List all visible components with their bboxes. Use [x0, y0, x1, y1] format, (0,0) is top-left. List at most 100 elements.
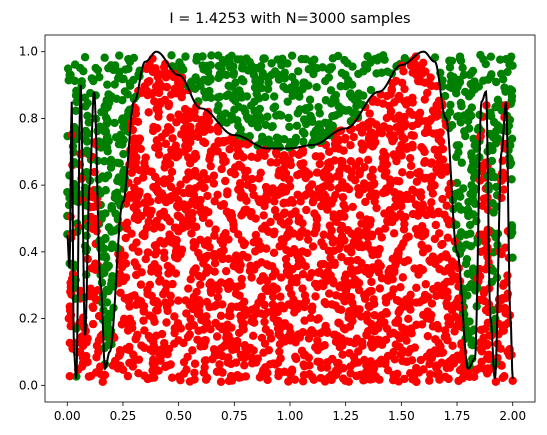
point-below-curve: [483, 364, 493, 373]
point-below-curve: [337, 252, 346, 262]
point-below-curve: [199, 368, 208, 377]
point-above-curve: [239, 104, 248, 113]
point-below-curve: [171, 141, 180, 150]
point-below-curve: [141, 254, 150, 264]
point-below-curve: [185, 184, 194, 193]
point-below-curve: [497, 176, 506, 186]
point-below-curve: [190, 241, 199, 251]
point-above-curve: [456, 118, 465, 127]
point-below-curve: [181, 135, 190, 144]
point-above-curve: [97, 138, 106, 148]
point-below-curve: [218, 324, 227, 334]
point-above-curve: [277, 60, 286, 70]
point-below-curve: [425, 376, 434, 385]
point-below-curve: [249, 238, 258, 247]
point-below-curve: [218, 368, 227, 377]
point-above-curve: [300, 78, 309, 88]
point-below-curve: [318, 194, 328, 204]
point-above-curve: [270, 92, 279, 101]
point-below-curve: [477, 357, 486, 367]
point-above-curve: [300, 129, 309, 138]
point-above-curve: [187, 77, 197, 86]
point-below-curve: [242, 196, 251, 205]
point-below-curve: [285, 264, 294, 273]
point-below-curve: [418, 200, 427, 209]
point-above-curve: [328, 54, 338, 63]
point-below-curve: [287, 210, 296, 219]
point-above-curve: [507, 175, 516, 184]
point-below-curve: [265, 188, 274, 198]
point-below-curve: [197, 209, 207, 218]
point-below-curve: [275, 242, 284, 251]
point-below-curve: [149, 355, 158, 364]
point-below-curve: [280, 367, 289, 376]
point-below-curve: [370, 311, 379, 320]
point-below-curve: [129, 149, 139, 158]
point-below-curve: [264, 261, 273, 270]
point-above-curve: [87, 74, 97, 83]
y-axis: 0.0 0.2 0.4 0.6 0.8 1.0: [19, 45, 45, 392]
point-below-curve: [329, 330, 339, 339]
point-below-curve: [266, 217, 275, 227]
point-above-curve: [103, 263, 112, 272]
point-below-curve: [130, 258, 139, 267]
point-below-curve: [142, 205, 152, 214]
x-tick-label: 2.00: [499, 409, 526, 423]
point-below-curve: [226, 371, 236, 381]
point-below-curve: [154, 195, 163, 205]
point-below-curve: [159, 239, 169, 248]
point-below-curve: [340, 135, 350, 144]
point-below-curve: [131, 334, 140, 344]
point-below-curve: [469, 372, 479, 382]
point-below-curve: [98, 377, 107, 387]
point-above-curve: [362, 64, 372, 73]
point-below-curve: [132, 270, 141, 280]
point-below-curve: [134, 247, 143, 256]
point-below-curve: [457, 353, 467, 363]
point-below-curve: [355, 170, 364, 179]
point-above-curve: [508, 61, 517, 70]
point-below-curve: [167, 238, 177, 247]
point-below-curve: [362, 361, 371, 370]
point-below-curve: [116, 349, 125, 358]
point-below-curve: [162, 177, 172, 186]
point-above-curve: [304, 65, 313, 74]
point-above-curve: [75, 63, 85, 73]
point-below-curve: [184, 284, 193, 293]
point-below-curve: [123, 326, 133, 335]
point-below-curve: [435, 264, 444, 274]
point-below-curve: [332, 217, 341, 227]
point-below-curve: [150, 97, 159, 106]
point-below-curve: [380, 224, 390, 233]
point-above-curve: [487, 112, 496, 121]
point-below-curve: [196, 235, 205, 245]
point-below-curve: [369, 263, 378, 273]
point-below-curve: [226, 311, 235, 321]
point-below-curve: [386, 90, 395, 99]
point-above-curve: [279, 82, 288, 91]
point-below-curve: [192, 102, 201, 112]
point-above-curve: [263, 84, 273, 94]
point-above-curve: [249, 70, 259, 79]
point-above-curve: [114, 133, 124, 142]
point-below-curve: [319, 230, 328, 239]
point-below-curve: [268, 292, 278, 301]
point-below-curve: [218, 254, 227, 264]
point-above-curve: [491, 77, 501, 87]
point-below-curve: [186, 275, 195, 284]
point-below-curve: [349, 352, 359, 362]
point-below-curve: [222, 207, 232, 216]
point-below-curve: [316, 152, 325, 161]
point-below-curve: [429, 284, 438, 294]
point-above-curve: [83, 129, 93, 138]
point-below-curve: [181, 141, 190, 151]
point-below-curve: [359, 142, 369, 151]
point-below-curve: [498, 373, 507, 382]
point-above-curve: [242, 92, 252, 101]
point-below-curve: [217, 164, 226, 174]
point-below-curve: [400, 302, 409, 311]
point-below-curve: [179, 200, 188, 209]
point-above-curve: [325, 65, 335, 74]
point-below-curve: [224, 235, 233, 244]
point-below-curve: [221, 176, 230, 186]
